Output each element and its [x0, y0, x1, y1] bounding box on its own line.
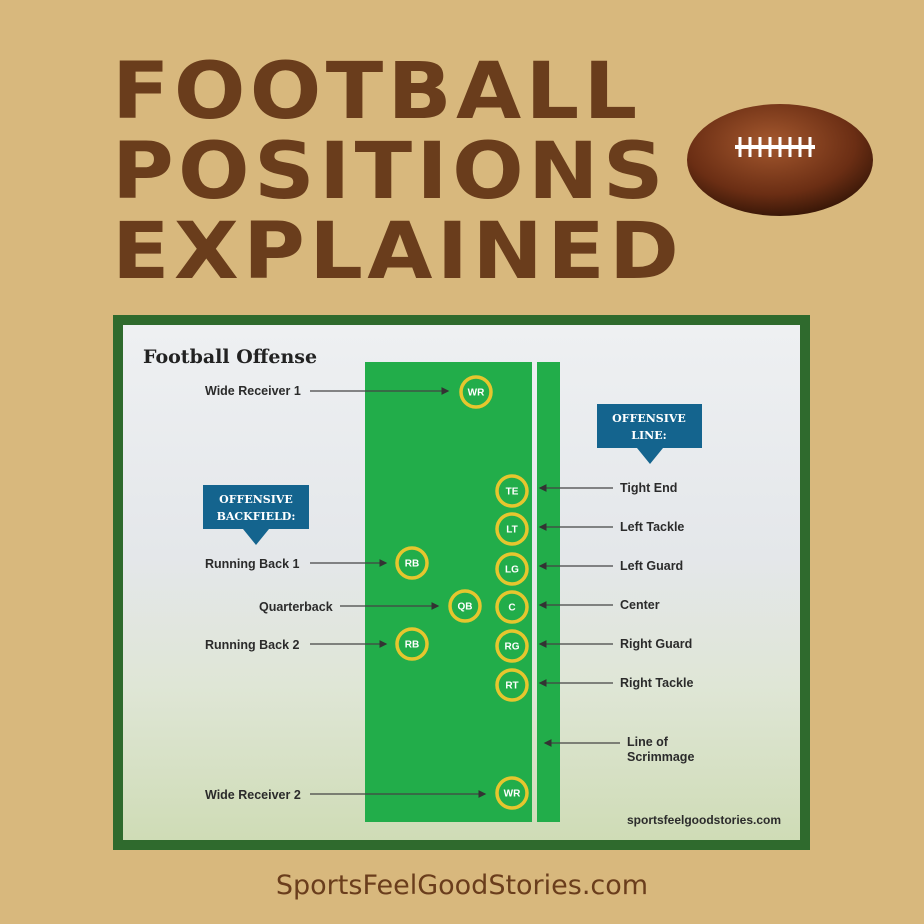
- player-abbr: WR: [468, 388, 485, 399]
- label-tight-end: Tight End: [620, 481, 677, 495]
- label-line-of-scrimmage-2: Scrimmage: [627, 750, 694, 764]
- label-running-back-2: Running Back 2: [205, 638, 300, 652]
- player-abbr: TE: [506, 487, 519, 498]
- label-quarterback: Quarterback: [259, 600, 333, 614]
- player-marker-te: TE: [495, 474, 529, 508]
- player-circle: [495, 629, 529, 663]
- player-circle: [495, 512, 529, 546]
- field: [365, 362, 532, 822]
- player-marker-rt: RT: [495, 668, 529, 702]
- player-abbr: RG: [505, 642, 520, 653]
- backfield-box: OFFENSIVE BACKFIELD:: [203, 485, 309, 545]
- player-circle: [495, 668, 529, 702]
- field-strip: [537, 362, 560, 822]
- player-circle: [448, 589, 482, 623]
- player-marker-c: C: [495, 590, 529, 624]
- diagram-heading: Football Offense: [143, 346, 317, 368]
- player-abbr: LG: [505, 565, 519, 576]
- player-marker-rg: RG: [495, 629, 529, 663]
- title-line-2: POSITIONS: [112, 127, 668, 217]
- player-circle: [495, 776, 529, 810]
- player-marker-rb2: RB: [395, 627, 429, 661]
- label-line-of-scrimmage-1: Line of: [627, 735, 669, 749]
- player-abbr: RB: [405, 559, 419, 570]
- player-marker-rb1: RB: [395, 546, 429, 580]
- label-right-tackle: Right Tackle: [620, 676, 693, 690]
- player-abbr: LT: [506, 525, 517, 536]
- player-abbr: WR: [504, 789, 521, 800]
- label-wide-receiver-1: Wide Receiver 1: [205, 384, 301, 398]
- label-center: Center: [620, 598, 660, 612]
- title-line-3: EXPLAINED: [112, 207, 684, 297]
- player-marker-qb: QB: [448, 589, 482, 623]
- offensive-line-box: OFFENSIVE LINE:: [597, 404, 702, 464]
- player-circle: [395, 546, 429, 580]
- player-marker-lt: LT: [495, 512, 529, 546]
- label-right-guard: Right Guard: [620, 637, 692, 651]
- svg-text:OFFENSIVE: OFFENSIVE: [219, 493, 293, 506]
- label-running-back-1: Running Back 1: [205, 557, 300, 571]
- player-circle: [395, 627, 429, 661]
- player-circle: [495, 552, 529, 586]
- svg-text:OFFENSIVE: OFFENSIVE: [612, 412, 686, 425]
- player-abbr: C: [508, 603, 515, 614]
- player-marker-lg: LG: [495, 552, 529, 586]
- svg-text:BACKFIELD:: BACKFIELD:: [217, 510, 296, 523]
- footer-site: SportsFeelGoodStories.com: [275, 870, 649, 901]
- player-circle: [495, 590, 529, 624]
- label-left-guard: Left Guard: [620, 559, 683, 573]
- label-wide-receiver-2: Wide Receiver 2: [205, 788, 301, 802]
- svg-text:LINE:: LINE:: [631, 429, 666, 442]
- label-left-tackle: Left Tackle: [620, 520, 684, 534]
- player-abbr: QB: [458, 602, 473, 613]
- player-abbr: RT: [505, 681, 518, 692]
- player-marker-wr2: WR: [495, 776, 529, 810]
- player-circle: [495, 474, 529, 508]
- title-line-1: FOOTBALL: [112, 47, 642, 137]
- player-marker-wr1: WR: [459, 375, 493, 409]
- watermark: sportsfeelgoodstories.com: [627, 813, 781, 827]
- player-abbr: RB: [405, 640, 419, 651]
- player-circle: [459, 375, 493, 409]
